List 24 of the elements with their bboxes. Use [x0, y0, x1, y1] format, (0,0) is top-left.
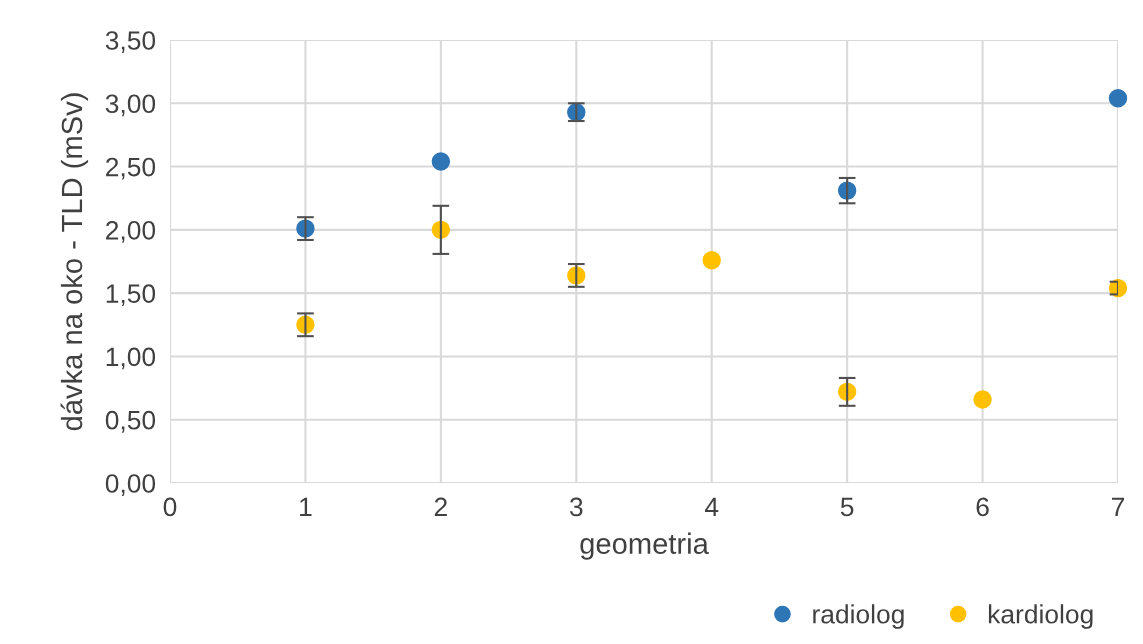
x-tick-label: 7 [1112, 497, 1125, 517]
x-tick-label: 6 [976, 497, 989, 517]
y-tick-label: 2,00 [106, 220, 156, 243]
x-tick-label: 4 [704, 497, 719, 517]
y-tick-label: 1,50 [106, 284, 156, 307]
x-axis-title: geometria [580, 532, 709, 560]
y-tick-label: 1,00 [106, 347, 156, 370]
legend-label: kardiolog [988, 604, 1093, 629]
y-tick-label: 0,50 [105, 410, 156, 433]
point [1108, 89, 1128, 108]
y-tick-label: 3,50 [105, 31, 156, 53]
point [973, 390, 992, 409]
y-axis-title: dávka na oko - TLD (mSv) [60, 93, 89, 431]
x-tick-label: 5 [840, 497, 854, 517]
y-tick-label: 3,00 [105, 94, 156, 117]
x-tick-label: 0 [163, 497, 177, 517]
point [431, 152, 451, 171]
y-tick-label: 2,50 [106, 157, 156, 180]
x-tick-label: 3 [569, 497, 583, 517]
x-tick-label: 1 [300, 497, 312, 517]
legend-label: radiolog [813, 604, 904, 629]
y-tick-label: 0,00 [105, 474, 156, 496]
point [702, 251, 721, 270]
x-tick-label: 2 [434, 497, 447, 517]
